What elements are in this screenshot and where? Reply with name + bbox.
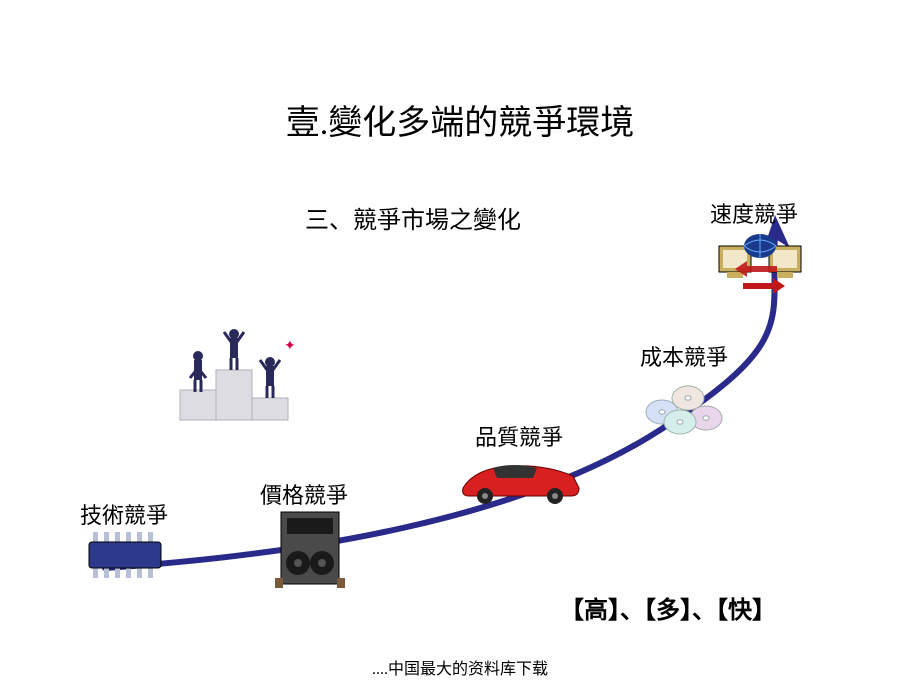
node-label-price: 價格競爭 [260,478,348,510]
node-label-cost: 成本競爭 [640,340,728,372]
slide-title: 壹.變化多端的競爭環境 [0,95,920,144]
svg-text:✦: ✦ [284,339,296,354]
slide: { "canvas": { "w": 920, "h": 690, "bg": … [0,0,920,690]
car-icon [455,456,585,511]
cds-icon [640,378,730,443]
tagline: 【高】、【多】、【快】 [560,590,776,625]
slide-subtitle: 三、競爭市場之變化 [305,200,521,235]
podium-icon: ✦ [160,290,310,435]
node-label-quality: 品質競爭 [475,420,563,452]
node-label-speed: 速度競爭 [710,197,798,229]
chip-icon [85,530,165,585]
speaker-icon [275,508,345,593]
footer-text: ....中国最大的资料库下载 [0,655,920,679]
node-label-tech: 技術競爭 [80,498,168,530]
net-icon [715,228,805,303]
